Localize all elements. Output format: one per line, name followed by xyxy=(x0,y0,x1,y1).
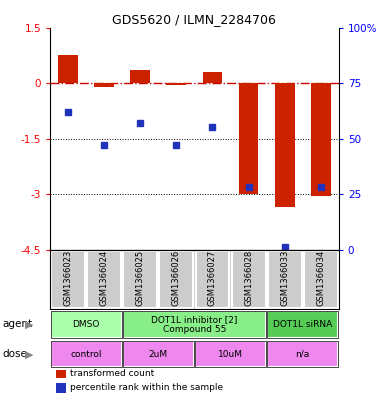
Text: GSM1366026: GSM1366026 xyxy=(172,250,181,307)
Bar xyxy=(56,383,66,393)
Text: DOT1L siRNA: DOT1L siRNA xyxy=(273,320,332,329)
Bar xyxy=(51,251,85,308)
Text: percentile rank within the sample: percentile rank within the sample xyxy=(70,384,223,393)
Text: n/a: n/a xyxy=(296,350,310,359)
Bar xyxy=(166,83,186,85)
Text: ▶: ▶ xyxy=(25,349,33,359)
Bar xyxy=(51,311,122,338)
Bar xyxy=(267,341,338,367)
Bar xyxy=(87,251,121,308)
Bar xyxy=(123,311,266,338)
Text: dose: dose xyxy=(2,349,27,359)
Text: DMSO: DMSO xyxy=(72,320,100,329)
Title: GDS5620 / ILMN_2284706: GDS5620 / ILMN_2284706 xyxy=(112,13,276,26)
Bar xyxy=(56,368,66,378)
Bar xyxy=(267,311,338,338)
Text: transformed count: transformed count xyxy=(70,369,154,378)
Text: GSM1366034: GSM1366034 xyxy=(316,250,325,307)
Text: GSM1366033: GSM1366033 xyxy=(280,250,289,307)
Bar xyxy=(267,311,338,338)
Bar xyxy=(94,83,114,88)
Text: GSM1366025: GSM1366025 xyxy=(136,250,145,306)
Bar xyxy=(131,70,150,83)
Bar xyxy=(195,341,266,367)
Text: DOT1L inhibitor [2]
Compound 55: DOT1L inhibitor [2] Compound 55 xyxy=(151,315,238,334)
Bar xyxy=(232,251,266,308)
Bar xyxy=(267,341,338,367)
Bar xyxy=(268,251,301,308)
Text: GSM1366023: GSM1366023 xyxy=(64,250,73,307)
Bar xyxy=(51,341,122,367)
Bar xyxy=(51,311,122,338)
Text: GSM1366024: GSM1366024 xyxy=(100,250,109,306)
Bar xyxy=(123,341,194,367)
Bar xyxy=(203,72,223,83)
Bar xyxy=(239,83,258,194)
Bar xyxy=(311,83,331,196)
Text: ▶: ▶ xyxy=(25,320,33,329)
Bar xyxy=(123,251,157,308)
Bar xyxy=(51,341,122,367)
Text: control: control xyxy=(70,350,102,359)
Text: 10uM: 10uM xyxy=(218,350,243,359)
Text: GSM1366027: GSM1366027 xyxy=(208,250,217,307)
Bar xyxy=(123,311,266,338)
Bar xyxy=(275,83,295,207)
Text: 2uM: 2uM xyxy=(149,350,168,359)
Bar xyxy=(58,55,78,83)
Text: agent: agent xyxy=(2,320,32,329)
Bar xyxy=(196,251,229,308)
Bar xyxy=(159,251,193,308)
Text: GSM1366028: GSM1366028 xyxy=(244,250,253,307)
Bar xyxy=(304,251,338,308)
Bar xyxy=(195,341,266,367)
Bar xyxy=(123,341,194,367)
